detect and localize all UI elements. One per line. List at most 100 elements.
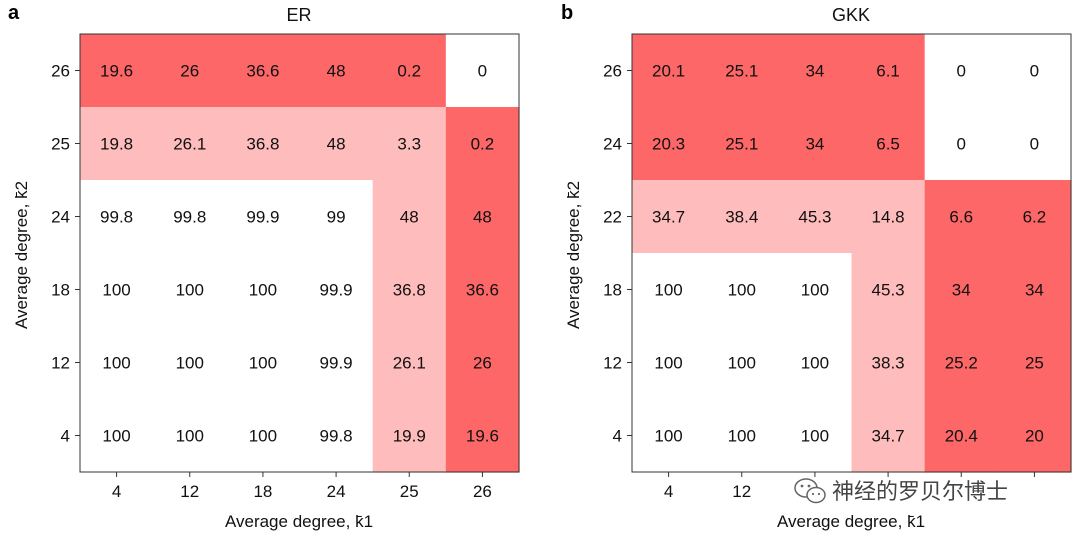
panel-b-xlabel: Average degree, k̄1: [777, 512, 925, 531]
panel-b-cell: [632, 253, 706, 327]
panel-a-cell-value: 48: [400, 208, 419, 227]
panel-a-cell: [299, 326, 374, 400]
panel-a-cell-value: 19.8: [100, 135, 133, 154]
panel-b-heatmap: 20.1 25.1 34 6.1 0 0 20.3 25.1 34 6.5 0 0 34.7 38.4 45…: [603, 33, 1072, 501]
panel-b-frame: [631, 33, 1072, 473]
panel-a-cell-value: 100: [176, 427, 204, 446]
panel-b-cell: [705, 253, 779, 327]
panel-a-cell-value: 36.6: [466, 281, 499, 300]
panel-b-cell-value: 100: [728, 281, 756, 300]
panel-b-cell-value: 6.5: [876, 135, 900, 154]
panel-b-cell-value: 45.3: [798, 208, 831, 227]
panel-a-cell-value: 26.1: [393, 354, 426, 373]
panel-b-cell-value: 6.1: [876, 62, 900, 81]
panel-a-heatmap: 19.6 26 36.6 48 0.2 0 19.8 26.1 36.8 48 3.3 0.2 99.8…: [51, 33, 520, 501]
panel-b-cell: [632, 107, 706, 181]
panel-a-x-tick-label: 12: [180, 482, 199, 501]
panel-a-cell: [153, 180, 227, 254]
panel-b-cell-value: 25.1: [725, 62, 758, 81]
panel-b-cell: [924, 326, 999, 400]
panel-b-cell-value: 25: [1025, 354, 1044, 373]
panel-b-cell: [705, 399, 779, 473]
panel-b-y-tick-label: 4: [613, 427, 622, 446]
panel-a-cell: [226, 34, 301, 108]
panel-a-cell-value: 99.8: [320, 427, 353, 446]
panel-a-cell-value: 36.6: [246, 62, 279, 81]
panel-a-frame: [79, 33, 520, 473]
panel-a-cell: [226, 180, 301, 254]
panel-a-cell: [80, 107, 154, 181]
panel-a-cell: [445, 399, 520, 473]
panel-b-cell: [778, 326, 853, 400]
panel-b-cell: [632, 34, 706, 108]
panel-a-y-tick-label: 24: [51, 208, 70, 227]
panel-b-cell: [778, 180, 853, 254]
panel-b-cell-value: 100: [654, 427, 682, 446]
panel-b-cell-value: 100: [801, 427, 829, 446]
panel-a-x-tick-label: 18: [253, 482, 272, 501]
panel-a-cell-value: 100: [102, 281, 130, 300]
panel-b-cell-value: 20.4: [945, 427, 978, 446]
panel-a-cell: [445, 326, 520, 400]
panel-b-cell: [924, 253, 999, 327]
panel-b-cell-value: 20: [1025, 427, 1044, 446]
panel-a-cell: [153, 107, 227, 181]
panel-a-y-tick-label: 25: [51, 135, 70, 154]
panel-a-cell: [226, 107, 301, 181]
panel-a-cell-value: 100: [102, 354, 130, 373]
panel-b-cell: [997, 399, 1072, 473]
panel-a-title: ER: [286, 5, 311, 25]
panel-b-cell-value: 100: [801, 281, 829, 300]
panel-b-cell-value: 34: [952, 281, 971, 300]
panel-a-cell: [153, 326, 227, 400]
panel-a-cell-value: 19.6: [100, 62, 133, 81]
panel-a-cell: [153, 399, 227, 473]
panel-a-cell-value: 36.8: [393, 281, 426, 300]
panel-b-cell-value: 34.7: [872, 427, 905, 446]
panel-b-y-tick-label: 24: [603, 135, 622, 154]
panel-b-cell: [997, 34, 1072, 108]
panel-b-cell-value: 6.6: [949, 208, 973, 227]
panel-a-cell-value: 36.8: [246, 135, 279, 154]
panel-b-cell: [632, 326, 706, 400]
panel-a-cell: [445, 253, 520, 327]
panel-a-xlabel: Average degree, k̄1: [225, 512, 373, 531]
panel-b-cell-value: 34: [1025, 281, 1044, 300]
panel-b-cell-value: 45.3: [872, 281, 905, 300]
panel-b-ylabel: Average degree, k̄2: [564, 181, 583, 329]
panel-a-cell: [372, 107, 447, 181]
panel-b-cell: [851, 107, 926, 181]
panel-a-y-tick-label: 18: [51, 281, 70, 300]
panel-b-cell: [851, 253, 926, 327]
panel-a-cell-value: 99.8: [100, 208, 133, 227]
panel-a-y-tick-label: 26: [51, 62, 70, 81]
panel-b-cell-value: 34: [805, 62, 824, 81]
panel-a-cell: [299, 34, 374, 108]
panel-b-cell: [997, 253, 1072, 327]
panel-b-x-tick-label: 12: [732, 482, 751, 501]
panel-a-x-tick-label: 4: [112, 482, 121, 501]
panel-b-cell: [632, 180, 706, 254]
panel-a-cell: [153, 253, 227, 327]
panel-a-cell-value: 19.6: [466, 427, 499, 446]
panel-b-cell: [778, 107, 853, 181]
panel-a-cell-value: 100: [176, 281, 204, 300]
panel-a-cell: [372, 326, 447, 400]
panel-b-cell-value: 34: [805, 135, 824, 154]
panel-b-cell-value: 6.2: [1023, 208, 1047, 227]
panel-a-ylabel: Average degree, k̄2: [12, 181, 31, 329]
panel-b-cell: [705, 107, 779, 181]
panel-b-cell: [851, 180, 926, 254]
watermark-text: 神经的罗贝尔博士: [832, 480, 1008, 505]
panel-a-cell-value: 99.9: [246, 208, 279, 227]
panel-a-cell: [372, 253, 447, 327]
panel-a-cell: [80, 253, 154, 327]
panel-a-y-tick-label: 4: [61, 427, 70, 446]
panel-a-cell-value: 0.2: [471, 135, 495, 154]
panel-a-cell-value: 100: [249, 281, 277, 300]
panel-b-cell-value: 100: [728, 354, 756, 373]
panel-b-cell-value: 0: [957, 135, 966, 154]
panel-a-cell: [299, 253, 374, 327]
panel-b-cell-value: 25.1: [725, 135, 758, 154]
panel-b-y-tick-label: 26: [603, 62, 622, 81]
